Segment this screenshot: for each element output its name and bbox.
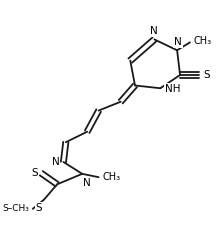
Text: S–CH₃: S–CH₃ [2,204,29,213]
Text: CH₃: CH₃ [194,36,212,46]
Text: S: S [203,70,210,80]
Text: N: N [83,178,91,188]
Text: NH: NH [165,84,180,94]
Text: CH₃: CH₃ [102,172,120,182]
Text: N: N [150,26,157,36]
Text: N: N [174,37,182,47]
Text: N: N [52,157,59,167]
Text: S: S [35,203,42,213]
Text: S: S [31,168,38,178]
